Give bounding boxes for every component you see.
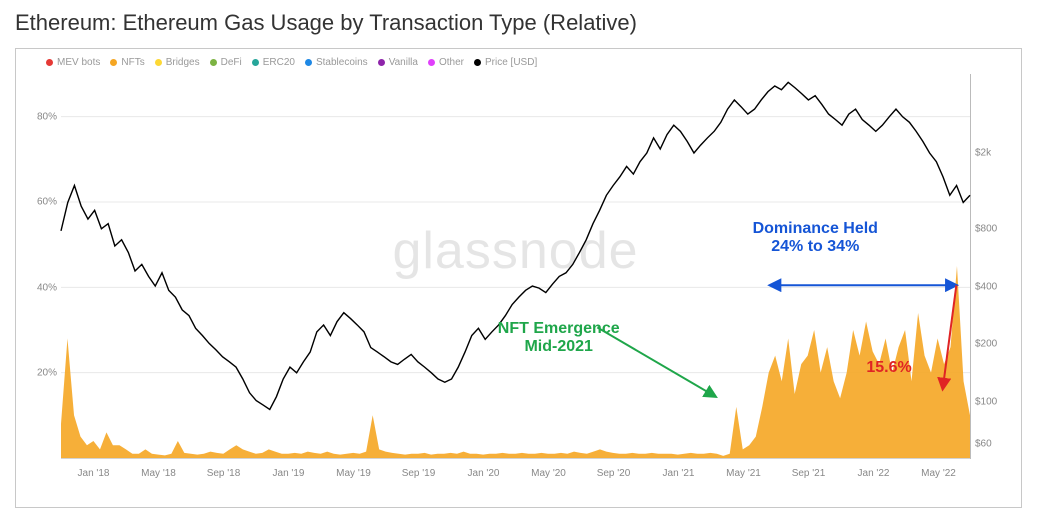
legend-label: Stablecoins xyxy=(316,57,368,68)
y-right-tick: $200 xyxy=(975,339,1009,350)
legend-label: MEV bots xyxy=(57,57,100,68)
y-left-tick: 20% xyxy=(29,368,57,379)
legend-dot xyxy=(428,59,435,66)
x-tick: Sep '19 xyxy=(402,468,436,479)
y-right-tick: $100 xyxy=(975,396,1009,407)
y-left-tick: 40% xyxy=(29,282,57,293)
legend-dot xyxy=(252,59,259,66)
plot-svg xyxy=(61,74,970,458)
x-tick: Sep '20 xyxy=(597,468,631,479)
legend-dot xyxy=(110,59,117,66)
legend-item[interactable]: Bridges xyxy=(155,57,200,68)
legend-item[interactable]: NFTs xyxy=(110,57,144,68)
legend-label: Vanilla xyxy=(389,57,418,68)
x-tick: May '19 xyxy=(336,468,371,479)
x-tick: Jan '22 xyxy=(858,468,890,479)
x-tick: Jan '19 xyxy=(273,468,305,479)
legend-label: ERC20 xyxy=(263,57,295,68)
legend-item[interactable]: DeFi xyxy=(210,57,242,68)
y-right-tick: $60 xyxy=(975,438,1009,449)
legend-label: Other xyxy=(439,57,464,68)
y-left-tick: 60% xyxy=(29,197,57,208)
y-right-tick: $400 xyxy=(975,281,1009,292)
legend-dot xyxy=(474,59,481,66)
legend-label: Bridges xyxy=(166,57,200,68)
legend-dot xyxy=(155,59,162,66)
legend-dot xyxy=(305,59,312,66)
x-tick: May '22 xyxy=(921,468,956,479)
x-tick: Sep '18 xyxy=(207,468,241,479)
x-tick: May '20 xyxy=(531,468,566,479)
chart-frame: MEV bots NFTs Bridges DeFi ERC20 Stablecoins V… xyxy=(15,48,1022,508)
legend-label: NFTs xyxy=(121,57,144,68)
x-tick: May '18 xyxy=(141,468,176,479)
y-left-tick: 80% xyxy=(29,111,57,122)
legend-item[interactable]: Price [USD] xyxy=(474,57,537,68)
chart-title: Ethereum: Ethereum Gas Usage by Transact… xyxy=(15,10,1022,36)
x-tick: Jan '21 xyxy=(663,468,695,479)
legend-item[interactable]: Stablecoins xyxy=(305,57,368,68)
x-tick: Jan '18 xyxy=(78,468,110,479)
legend-label: Price [USD] xyxy=(485,57,537,68)
legend-item[interactable]: Other xyxy=(428,57,464,68)
y-right-tick: $800 xyxy=(975,224,1009,235)
legend-label: DeFi xyxy=(221,57,242,68)
x-tick: May '21 xyxy=(726,468,761,479)
legend-item[interactable]: MEV bots xyxy=(46,57,100,68)
plot-container: glassnode 20%40%60 xyxy=(61,74,971,479)
legend-item[interactable]: Vanilla xyxy=(378,57,418,68)
legend-dot xyxy=(210,59,217,66)
plot-area: glassnode xyxy=(61,74,971,459)
legend-dot xyxy=(378,59,385,66)
legend: MEV bots NFTs Bridges DeFi ERC20 Stablecoins V… xyxy=(26,57,1011,68)
legend-dot xyxy=(46,59,53,66)
y-right-tick: $2k xyxy=(975,148,1009,159)
x-tick: Jan '20 xyxy=(468,468,500,479)
legend-item[interactable]: ERC20 xyxy=(252,57,295,68)
x-tick: Sep '21 xyxy=(792,468,826,479)
